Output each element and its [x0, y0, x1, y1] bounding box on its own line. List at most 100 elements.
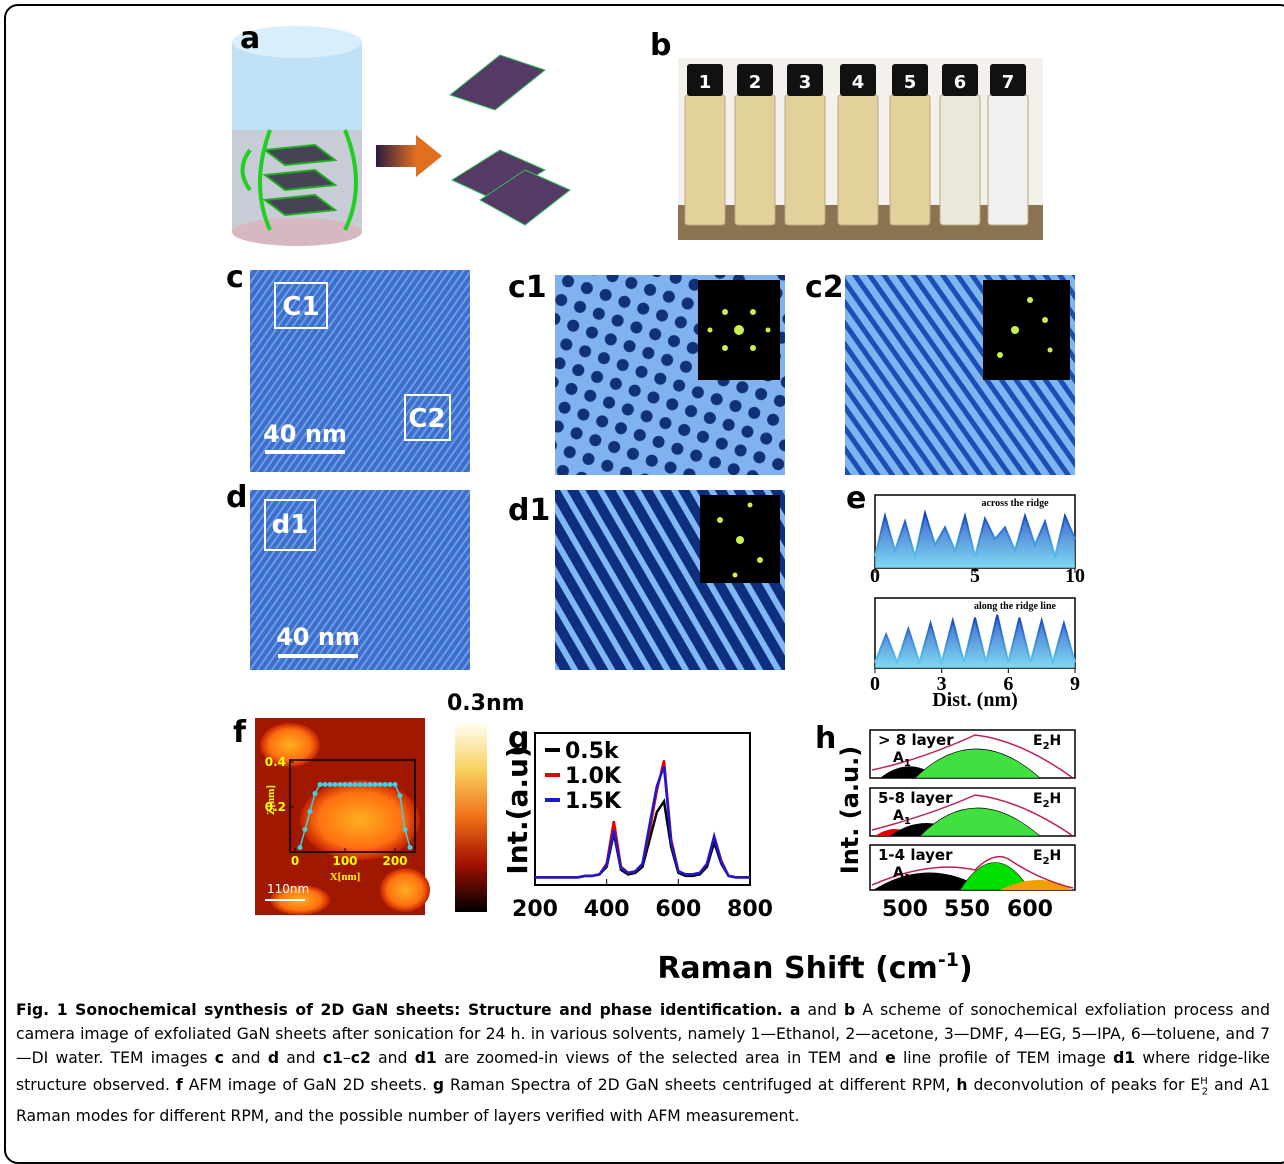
axis-label: Int. (a.u.)	[836, 746, 864, 874]
peak-end: H	[1050, 791, 1062, 807]
vial-label: 5	[904, 72, 917, 93]
caption-run: and	[224, 1049, 268, 1067]
caption-run: Raman Spectra of 2D GaN sheets centrifug…	[444, 1076, 956, 1094]
caption-run: and	[800, 1001, 844, 1019]
peak-text: A	[893, 865, 904, 881]
profile-point	[363, 782, 368, 787]
profile-point	[398, 793, 403, 798]
area-label: d1	[272, 510, 309, 540]
vial	[890, 95, 930, 225]
peak-text: E	[1033, 848, 1043, 864]
x-tick-label: 10	[1065, 565, 1085, 587]
vial-label: 4	[852, 72, 865, 93]
vial	[988, 95, 1028, 225]
profile-point	[368, 782, 373, 787]
peak-text: E	[1033, 791, 1043, 807]
caption-run: g	[433, 1076, 444, 1094]
panel-label: c2	[805, 270, 844, 305]
peak-text: E	[1033, 733, 1043, 749]
y-tick-label: 0.4	[265, 755, 286, 769]
caption: Fig. 1 Sonochemical synthesis of 2D GaN …	[16, 998, 1270, 1128]
scale-bar-label: 40 nm	[276, 623, 360, 651]
profile-area	[875, 615, 1075, 668]
profile-point	[348, 782, 353, 787]
caption-run: e	[885, 1049, 896, 1067]
profile-point	[353, 782, 358, 787]
x-axis-title: Raman Shift (cm-1)	[657, 949, 972, 986]
profile-point	[308, 809, 313, 814]
x-tick-label: 600	[655, 897, 701, 922]
scale-bar-label: 40 nm	[263, 420, 347, 448]
profile-point	[328, 782, 333, 787]
caption-run: deconvolution of peaks for E	[968, 1076, 1201, 1094]
colorbar	[455, 722, 487, 912]
x-tick-label: 9	[1070, 673, 1080, 695]
area-label: C1	[282, 292, 319, 322]
profile-label: along the ridge line	[974, 601, 1057, 612]
x-tick-label: 200	[382, 854, 407, 868]
legend-label: 1.5K	[565, 789, 622, 814]
x-tick-label: 800	[727, 897, 773, 922]
layer-label: 1-4 layer	[878, 846, 953, 864]
scheme	[232, 26, 570, 246]
title-end: )	[959, 951, 973, 986]
caption-run: c	[215, 1049, 224, 1067]
x-tick-label: 5	[970, 565, 980, 587]
axis-label: X[nm]	[330, 871, 361, 883]
area-label: C2	[408, 404, 445, 434]
profile-point	[383, 782, 388, 787]
caption-run: are zoomed-in views of the selected area…	[437, 1049, 885, 1067]
caption-run: and	[279, 1049, 323, 1067]
vial	[685, 95, 725, 225]
panel-label: e	[846, 481, 866, 516]
x-tick-label: 600	[1007, 897, 1053, 922]
profile-point	[408, 845, 413, 850]
caption-run: d1	[1113, 1049, 1135, 1067]
peak-sub: 1	[904, 758, 911, 769]
caption-run: d	[268, 1049, 279, 1067]
peak-end: H	[1050, 848, 1062, 864]
title-sup: -1	[938, 949, 959, 971]
x-tick-label: 100	[332, 854, 357, 868]
profile-point	[333, 782, 338, 787]
axis-label: Int.(a.u)	[501, 745, 534, 874]
caption-run: h	[956, 1076, 967, 1094]
panel-label: d1	[508, 493, 550, 528]
vial-label: 7	[1002, 72, 1015, 93]
panel-label: c1	[508, 270, 547, 305]
x-tick-label: 3	[937, 673, 947, 695]
vial	[735, 95, 775, 225]
figure: C1 C2 40 nm d1 40 nm 0.3nm Z[nm] X[nm] 1…	[0, 0, 1284, 990]
vial-label: 6	[954, 72, 967, 93]
y-tick-label: 0.2	[265, 800, 286, 814]
panel-label: d	[226, 480, 247, 515]
caption-run	[783, 1001, 790, 1019]
profile-point	[393, 782, 398, 787]
x-tick-label: 0	[870, 565, 880, 587]
caption-run: a	[790, 1001, 801, 1019]
vial-label: 2	[749, 72, 762, 93]
profile-point	[358, 782, 363, 787]
x-tick-label: 6	[1003, 673, 1013, 695]
layer-label: 5-8 layer	[878, 789, 953, 807]
panel-label: g	[508, 721, 529, 756]
profile-point	[338, 782, 343, 787]
panel-label: b	[650, 28, 671, 63]
caption-run: f	[176, 1076, 183, 1094]
x-tick-label: 400	[584, 897, 630, 922]
caption-run: –	[343, 1049, 351, 1067]
scale-bar-label: 110nm	[267, 882, 309, 896]
peak-sub: 2	[1043, 799, 1050, 810]
profile-point	[303, 827, 308, 832]
peak-text: A	[893, 750, 904, 766]
page: C1 C2 40 nm d1 40 nm 0.3nm Z[nm] X[nm] 1…	[0, 0, 1284, 1149]
vial	[785, 95, 825, 225]
x-tick-label: 550	[944, 897, 990, 922]
profile-point	[323, 782, 328, 787]
vial	[838, 95, 878, 225]
peak-text: A	[893, 808, 904, 824]
caption-run: and	[371, 1049, 415, 1067]
peak-sub: 1	[904, 816, 911, 827]
profile-point	[388, 782, 393, 787]
panel-label: c	[226, 260, 244, 295]
